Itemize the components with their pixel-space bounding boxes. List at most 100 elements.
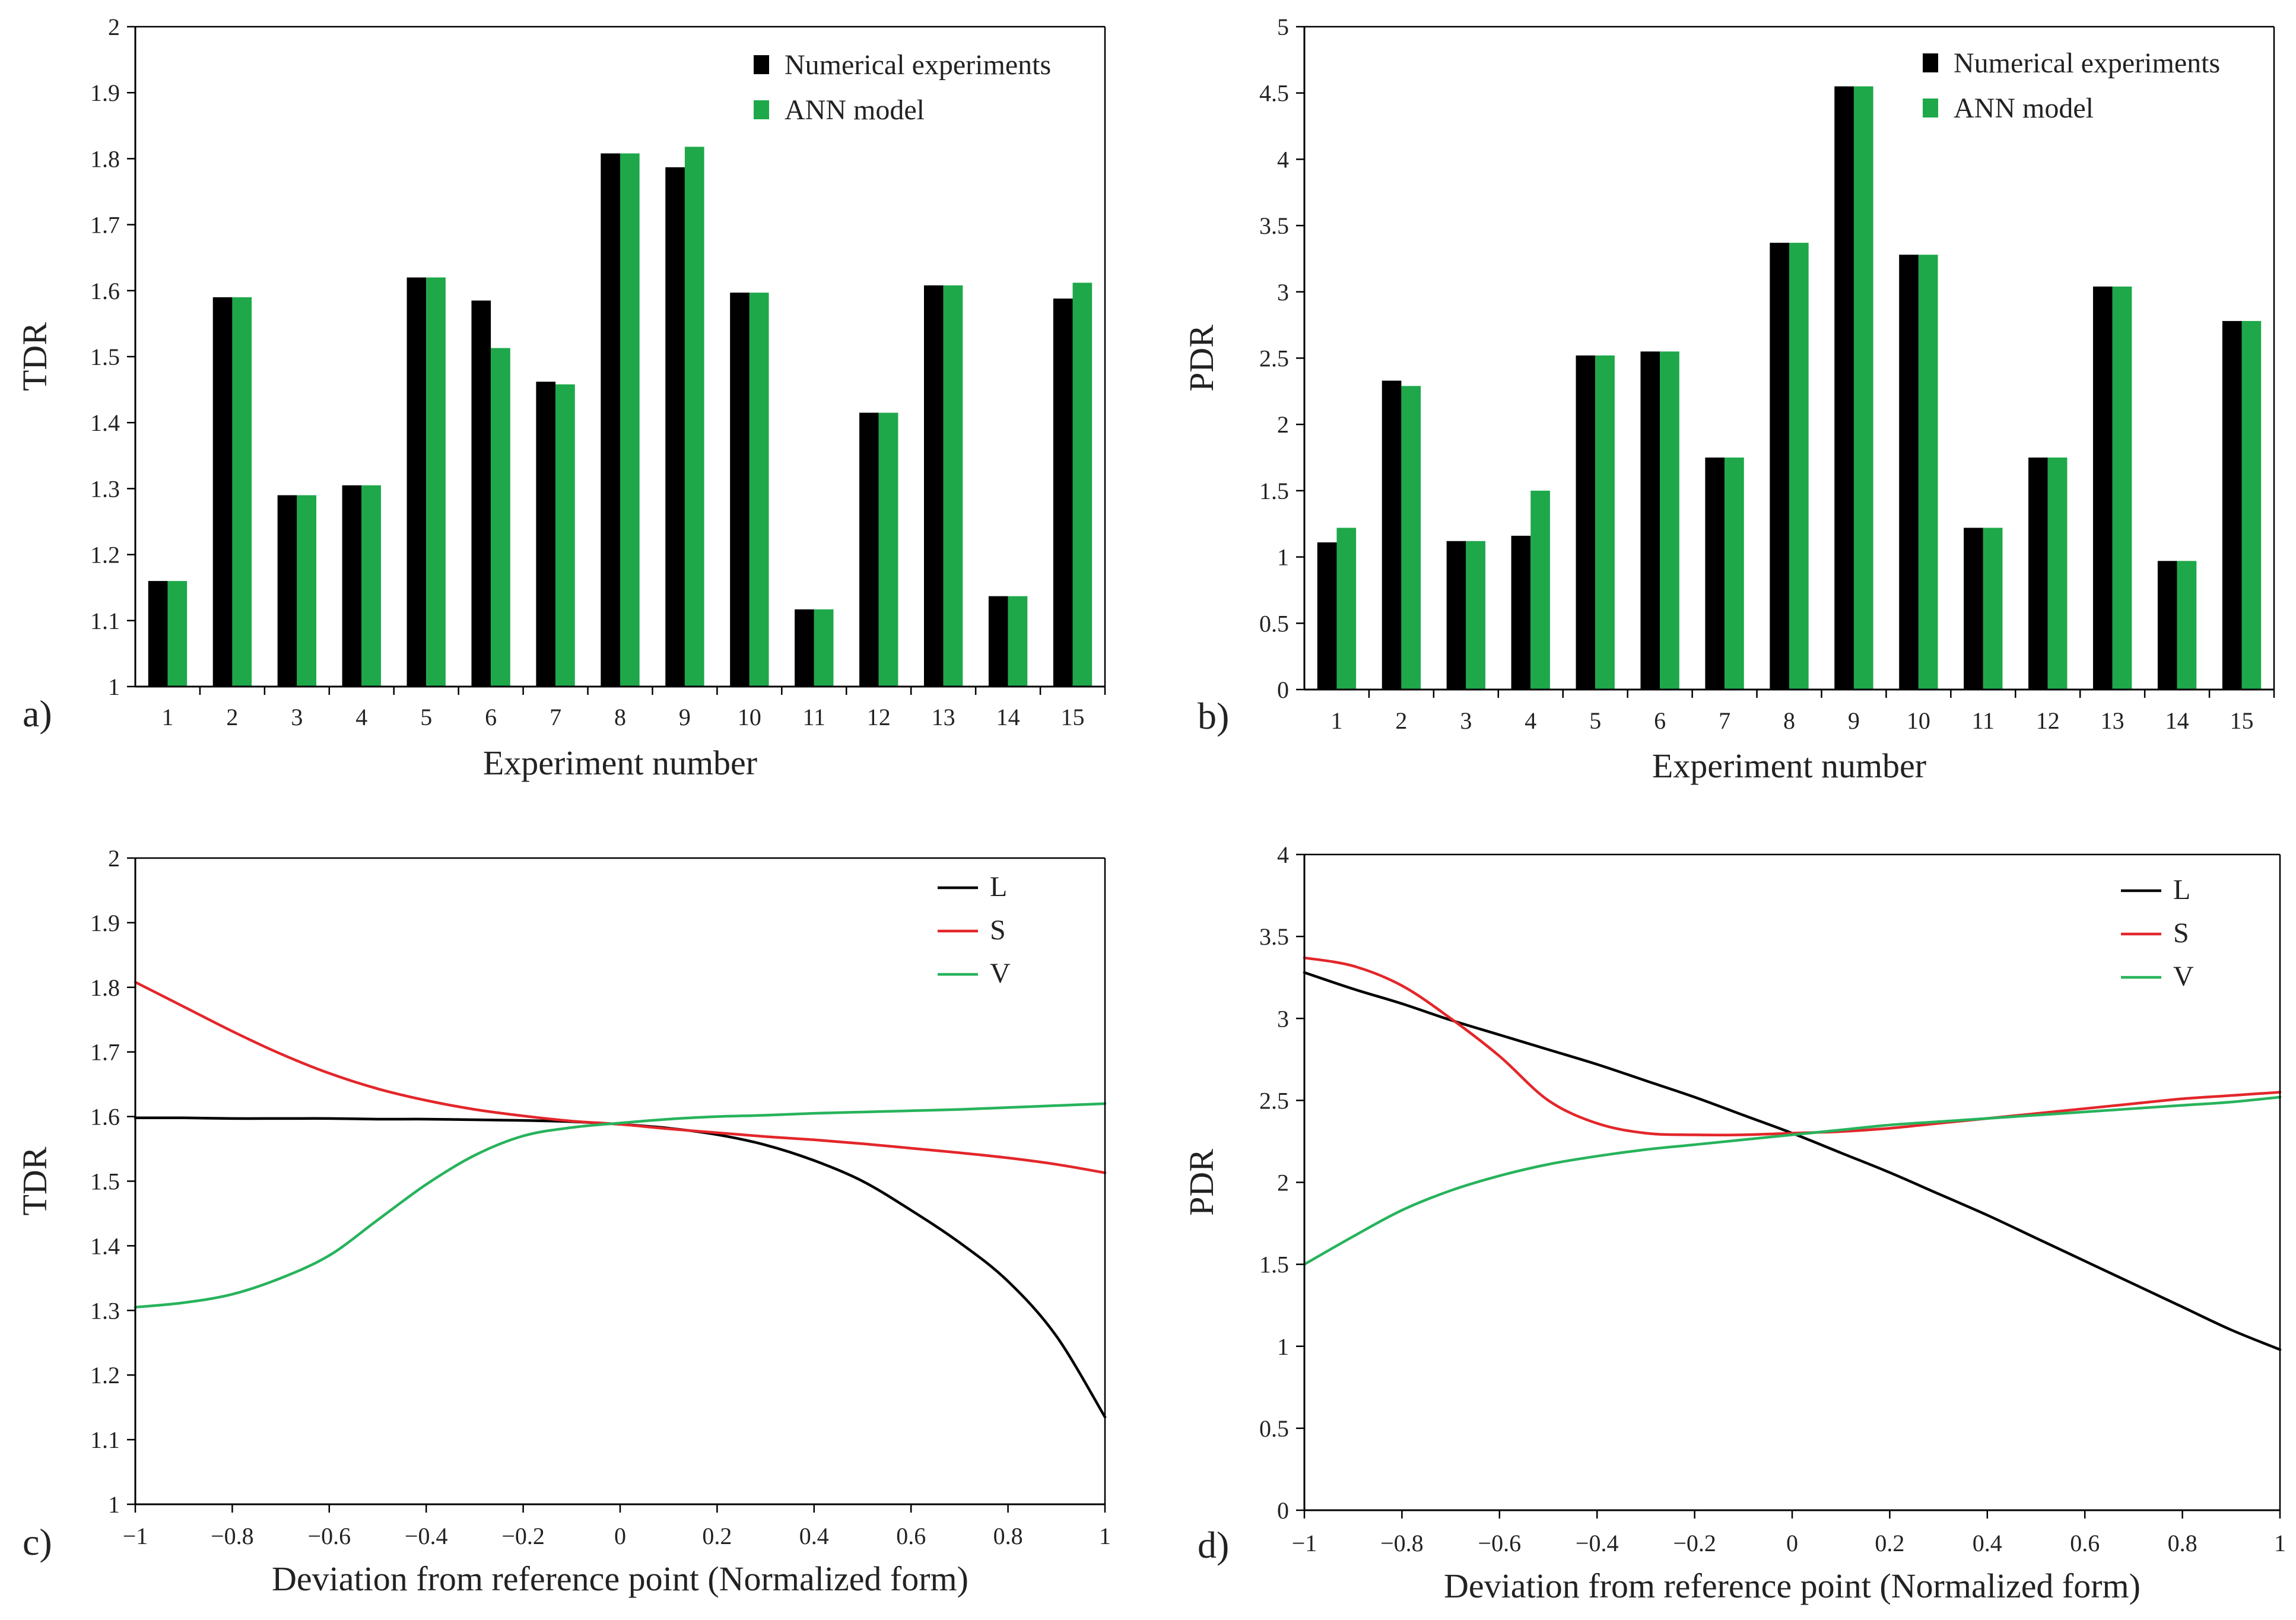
bar-ann-model [1530, 490, 1550, 690]
bars-group [1317, 86, 2262, 690]
bar-ann-model [1595, 355, 1615, 690]
x-tick-label: −0.2 [501, 1523, 545, 1549]
x-tick-label: 12 [867, 704, 891, 730]
x-tick-label: 5 [420, 704, 432, 730]
y-tick-label: 1.7 [90, 212, 120, 239]
y-tick-label: 1.9 [90, 80, 120, 106]
panels-layer: 1 2 3 4 5 6 7 8 9 10 11 12 13 14 1511.11.21.31.41.51.6… [15, 14, 2286, 1605]
bar-ann-model [943, 285, 963, 687]
x-tick-label: 0.8 [993, 1523, 1023, 1549]
y-tick-label: 0.5 [1259, 1415, 1289, 1442]
x-tick-label: 3 [291, 704, 303, 730]
y-tick-label: 1.2 [90, 542, 120, 568]
legend-swatch [1923, 53, 1938, 72]
y-tick-label: 2.5 [1259, 345, 1289, 372]
x-tick-label: 7 [1719, 707, 1730, 734]
x-tick-label: 0.4 [1973, 1530, 2002, 1557]
legend-label: V [990, 958, 1011, 989]
bar-numerical-experiments [1576, 355, 1596, 690]
panel-label: b) [1198, 695, 1229, 737]
y-tick-label: 1 [108, 674, 120, 700]
y-tick-label: 1.6 [90, 1104, 120, 1130]
y-tick-label: 1.7 [90, 1039, 120, 1066]
x-tick-label: 8 [614, 704, 626, 730]
bar-chart-panel-b: 1 2 3 4 5 6 7 8 9 10 11 12 13 14 1500.511.522.533.544.… [1182, 14, 2275, 785]
x-tick-label: 6 [1654, 707, 1666, 734]
bar-ann-model [1008, 596, 1028, 687]
y-tick-label: 1.8 [90, 974, 120, 1001]
bar-ann-model [1725, 458, 1744, 690]
x-tick-label: −0.2 [1673, 1530, 1716, 1557]
bar-ann-model [1401, 386, 1421, 690]
bar-ann-model [2047, 458, 2068, 690]
y-tick-label: 3.5 [1259, 212, 1289, 239]
x-tick-label: 14 [2165, 707, 2189, 734]
bar-ann-model [620, 153, 640, 687]
x-axis-title: Experiment number [1652, 747, 1926, 785]
x-tick-label: 5 [1589, 707, 1601, 734]
x-tick-label: 4 [1525, 707, 1536, 734]
y-tick-label: 2 [1277, 411, 1289, 438]
x-tick-label: 4 [355, 704, 367, 730]
bar-numerical-experiments [212, 297, 233, 687]
bar-numerical-experiments [2028, 458, 2048, 690]
x-tick-label: 0.8 [2168, 1530, 2197, 1557]
bar-ann-model [491, 348, 510, 687]
x-tick-label: 1 [1099, 1523, 1111, 1549]
x-tick-label: 0.6 [896, 1523, 926, 1549]
y-tick-label: 4 [1277, 146, 1289, 173]
series-line-V [134, 1102, 1107, 1309]
x-axis-title: Deviation from reference point (Normaliz… [1444, 1567, 2141, 1605]
y-tick-label: 0.5 [1259, 610, 1289, 637]
bar-ann-model [2241, 320, 2262, 690]
series-line-S [1303, 956, 2282, 1136]
legend-label: Numerical experiments [785, 49, 1051, 81]
bar-numerical-experiments [148, 581, 168, 687]
legend-label: ANN model [1954, 93, 2094, 124]
bar-numerical-experiments [923, 285, 944, 687]
y-axis-title: TDR [15, 1146, 54, 1215]
x-tick-label: 0.2 [1875, 1530, 1904, 1557]
y-tick-label: 3.5 [1259, 923, 1289, 950]
x-tick-label: 6 [485, 704, 497, 730]
bar-ann-model [1660, 351, 1679, 690]
line-chart-panel-d: −1 −0.8 −0.6 −0.4 −0.2 0 0.2 0.4 0.6 0.8 1 0 0.5 1 1.5… [1182, 841, 2286, 1605]
y-axis-title: PDR [1182, 1149, 1221, 1216]
y-tick-label: 1.5 [1259, 1251, 1289, 1278]
y-tick-label: 1.5 [90, 1168, 120, 1195]
legend: Numerical experiments ANN model [754, 49, 1051, 126]
x-tick-label: −0.8 [1380, 1530, 1424, 1557]
y-tick-label: 3 [1277, 279, 1289, 306]
bar-numerical-experiments [988, 596, 1008, 687]
bar-ann-model [1983, 528, 2003, 690]
y-tick-label: 1.8 [90, 145, 120, 172]
legend-label: V [2173, 961, 2194, 992]
x-tick-label: 14 [996, 704, 1020, 730]
y-tick-label: 1.4 [90, 1233, 120, 1259]
y-tick-label: 1.3 [90, 475, 120, 502]
bar-chart-panel-a: 1 2 3 4 5 6 7 8 9 10 11 12 13 14 1511.11.21.31.41.51.6… [15, 14, 1106, 782]
bar-numerical-experiments [407, 277, 427, 687]
x-tick-label: 0 [1786, 1530, 1798, 1557]
x-tick-label: 13 [932, 704, 955, 730]
x-tick-label: 7 [550, 704, 561, 730]
legend-swatch [754, 100, 769, 119]
x-tick-label: −0.4 [405, 1523, 448, 1549]
bar-numerical-experiments [1382, 380, 1402, 690]
panel-label: d) [1198, 1524, 1229, 1566]
bar-ann-model [555, 384, 575, 687]
bar-ann-model [749, 293, 769, 687]
bar-ann-model [2112, 286, 2132, 690]
y-tick-label: 0 [1277, 1497, 1289, 1524]
x-tick-label: −1 [123, 1523, 148, 1549]
bar-ann-model [2177, 561, 2197, 690]
y-tick-label: 1.3 [90, 1297, 120, 1324]
y-tick-label: 1 [1277, 1333, 1289, 1360]
x-tick-label: 1 [2274, 1530, 2286, 1557]
x-tick-label: 12 [2036, 707, 2060, 734]
bar-numerical-experiments [1705, 458, 1725, 690]
x-axis-title: Deviation from reference point (Normaliz… [272, 1559, 968, 1598]
bar-numerical-experiments [1511, 535, 1531, 690]
legend-label: L [990, 871, 1007, 903]
bar-numerical-experiments [859, 412, 879, 687]
